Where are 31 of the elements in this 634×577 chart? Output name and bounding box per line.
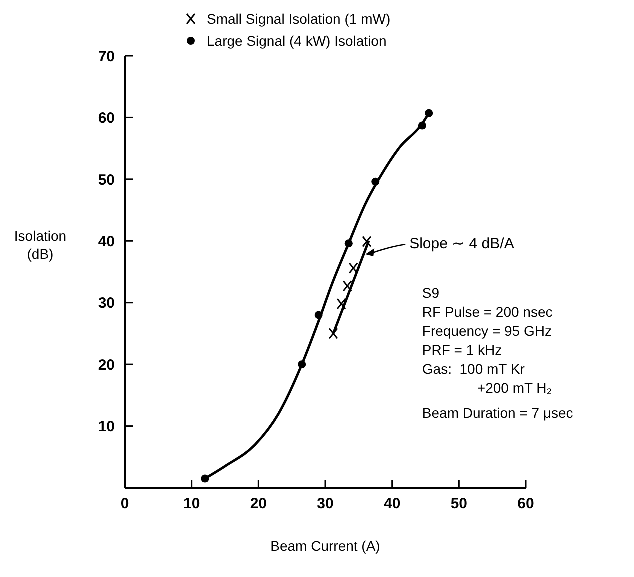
y-tick-label: 70 — [98, 48, 115, 66]
y-tick-label: 50 — [98, 172, 115, 189]
y-tick-label: 60 — [98, 110, 115, 128]
x-tick-label: 20 — [250, 496, 268, 513]
point — [362, 236, 372, 248]
point — [328, 328, 338, 340]
legend-label: Large Signal (4 kW) Isolation — [207, 33, 387, 49]
x-tick-label: 40 — [384, 496, 401, 513]
x-tick-label: 10 — [183, 496, 200, 513]
y-tick-label: 20 — [98, 356, 115, 374]
y-tick-label: 40 — [98, 233, 115, 250]
x-tick-label: 60 — [518, 496, 534, 513]
y-tick-label: 30 — [98, 295, 115, 312]
annotation: Gas: 100 mT Kr — [422, 360, 526, 380]
annotation: Frequency = 95 GHz — [422, 322, 553, 342]
annotation: S9 — [422, 284, 441, 304]
annotation: Beam Duration = 7 μsec — [422, 404, 574, 424]
annotation: +200 mT H₂ — [476, 379, 554, 398]
y-tick-label: 10 — [98, 418, 115, 436]
annotation: PRF = 1 kHz — [422, 341, 504, 360]
x-tick-label: 50 — [450, 496, 468, 513]
point — [342, 280, 352, 292]
annotation: Slope ∼ 4 dB/A — [410, 235, 514, 252]
y-axis-title: Isolation (dB) — [13, 227, 68, 264]
legend-label: Small Signal Isolation (1 mW) — [207, 11, 391, 27]
x-tick-label: 0 — [120, 496, 130, 513]
x-axis-title: Beam Current (A) — [270, 538, 382, 554]
point — [348, 262, 358, 274]
point — [336, 298, 346, 310]
annotation: RF Pulse = 200 nsec — [422, 303, 554, 322]
x-tick-label: 30 — [317, 496, 334, 513]
